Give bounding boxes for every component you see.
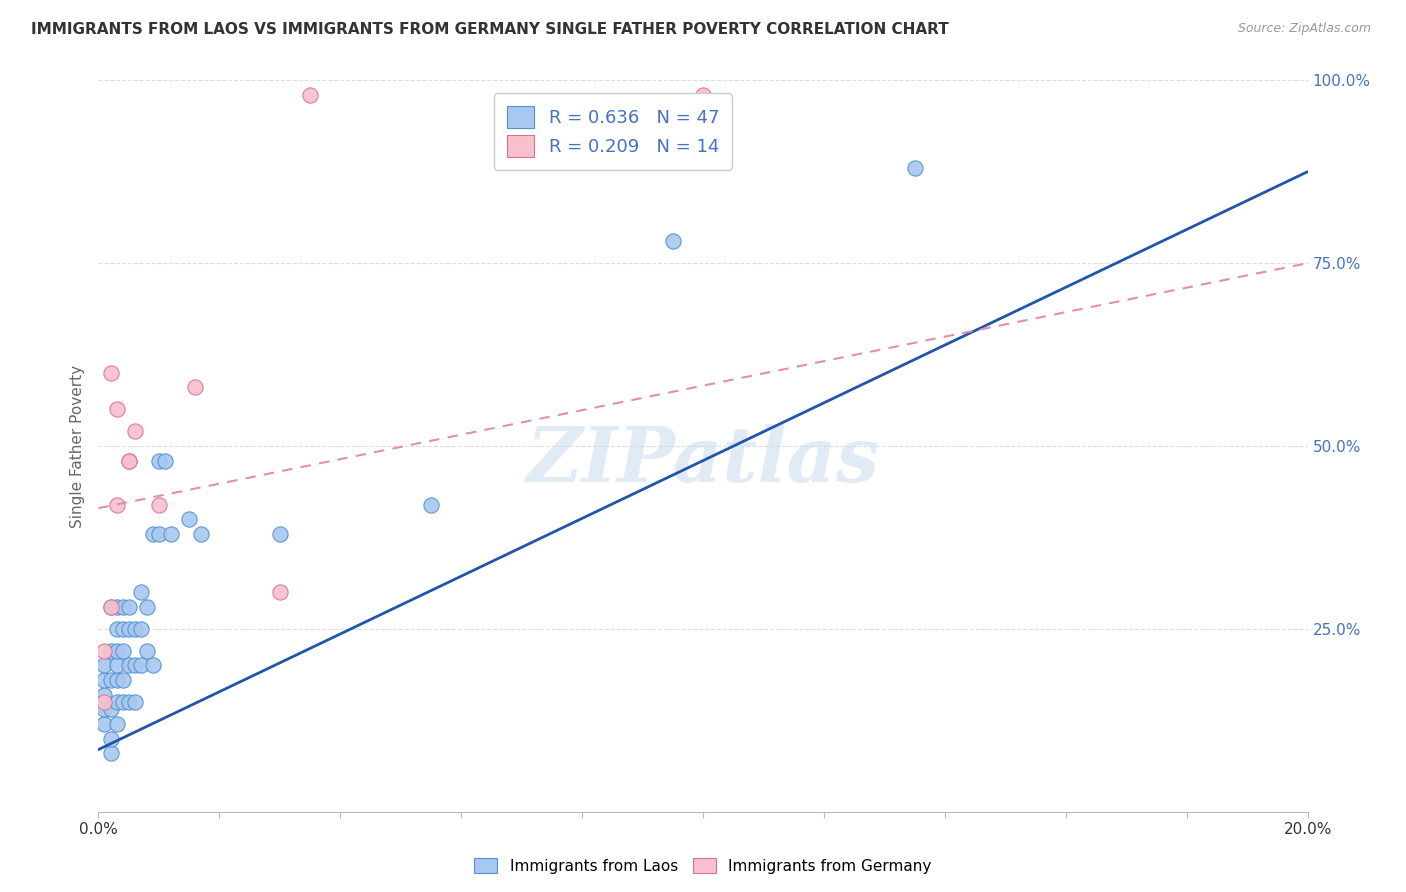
Point: [93, 702, 115, 716]
Point: [124, 695, 146, 709]
Y-axis label: Single Father Poverty: Single Father Poverty: [69, 365, 84, 527]
Point: [100, 366, 122, 380]
Point: [135, 599, 157, 614]
Point: [118, 658, 141, 673]
Point: [148, 498, 170, 512]
Text: Source: ZipAtlas.com: Source: ZipAtlas.com: [1237, 22, 1371, 36]
Point: [118, 453, 141, 467]
Point: [105, 402, 128, 417]
Point: [129, 585, 152, 599]
Point: [124, 622, 146, 636]
Point: [142, 658, 165, 673]
Point: [100, 599, 122, 614]
Point: [93, 644, 115, 658]
Point: [153, 453, 176, 467]
Point: [111, 673, 134, 687]
Point: [100, 644, 122, 658]
Point: [184, 380, 207, 394]
Point: [118, 622, 141, 636]
Point: [111, 599, 134, 614]
Point: [299, 87, 322, 102]
Point: [100, 731, 122, 746]
Point: [100, 599, 122, 614]
Point: [179, 512, 201, 526]
Point: [93, 658, 115, 673]
Point: [269, 585, 291, 599]
Point: [420, 498, 443, 512]
Point: [111, 644, 134, 658]
Point: [269, 526, 291, 541]
Point: [124, 658, 146, 673]
Text: IMMIGRANTS FROM LAOS VS IMMIGRANTS FROM GERMANY SINGLE FATHER POVERTY CORRELATIO: IMMIGRANTS FROM LAOS VS IMMIGRANTS FROM …: [31, 22, 949, 37]
Point: [105, 695, 128, 709]
Point: [118, 599, 141, 614]
Point: [105, 717, 128, 731]
Point: [93, 717, 115, 731]
Point: [129, 622, 152, 636]
Point: [190, 526, 212, 541]
Point: [100, 746, 122, 760]
Point: [160, 526, 183, 541]
Point: [118, 453, 141, 467]
Point: [111, 695, 134, 709]
Point: [105, 622, 128, 636]
Point: [93, 695, 115, 709]
Text: ZIPatlas: ZIPatlas: [526, 424, 880, 498]
Point: [100, 702, 122, 716]
Point: [100, 673, 122, 687]
Point: [904, 161, 927, 175]
Point: [105, 644, 128, 658]
Point: [148, 453, 170, 467]
Point: [661, 234, 683, 248]
Point: [93, 688, 115, 702]
Point: [142, 526, 165, 541]
Point: [105, 498, 128, 512]
Point: [111, 622, 134, 636]
Point: [129, 658, 152, 673]
Legend: R = 0.636   N = 47, R = 0.209   N = 14: R = 0.636 N = 47, R = 0.209 N = 14: [495, 93, 731, 169]
Point: [148, 526, 170, 541]
Point: [93, 673, 115, 687]
Point: [105, 658, 128, 673]
Point: [692, 87, 714, 102]
Point: [135, 644, 157, 658]
Point: [124, 425, 146, 439]
Point: [105, 673, 128, 687]
Legend: Immigrants from Laos, Immigrants from Germany: Immigrants from Laos, Immigrants from Ge…: [468, 852, 938, 880]
Point: [118, 695, 141, 709]
Point: [105, 599, 128, 614]
